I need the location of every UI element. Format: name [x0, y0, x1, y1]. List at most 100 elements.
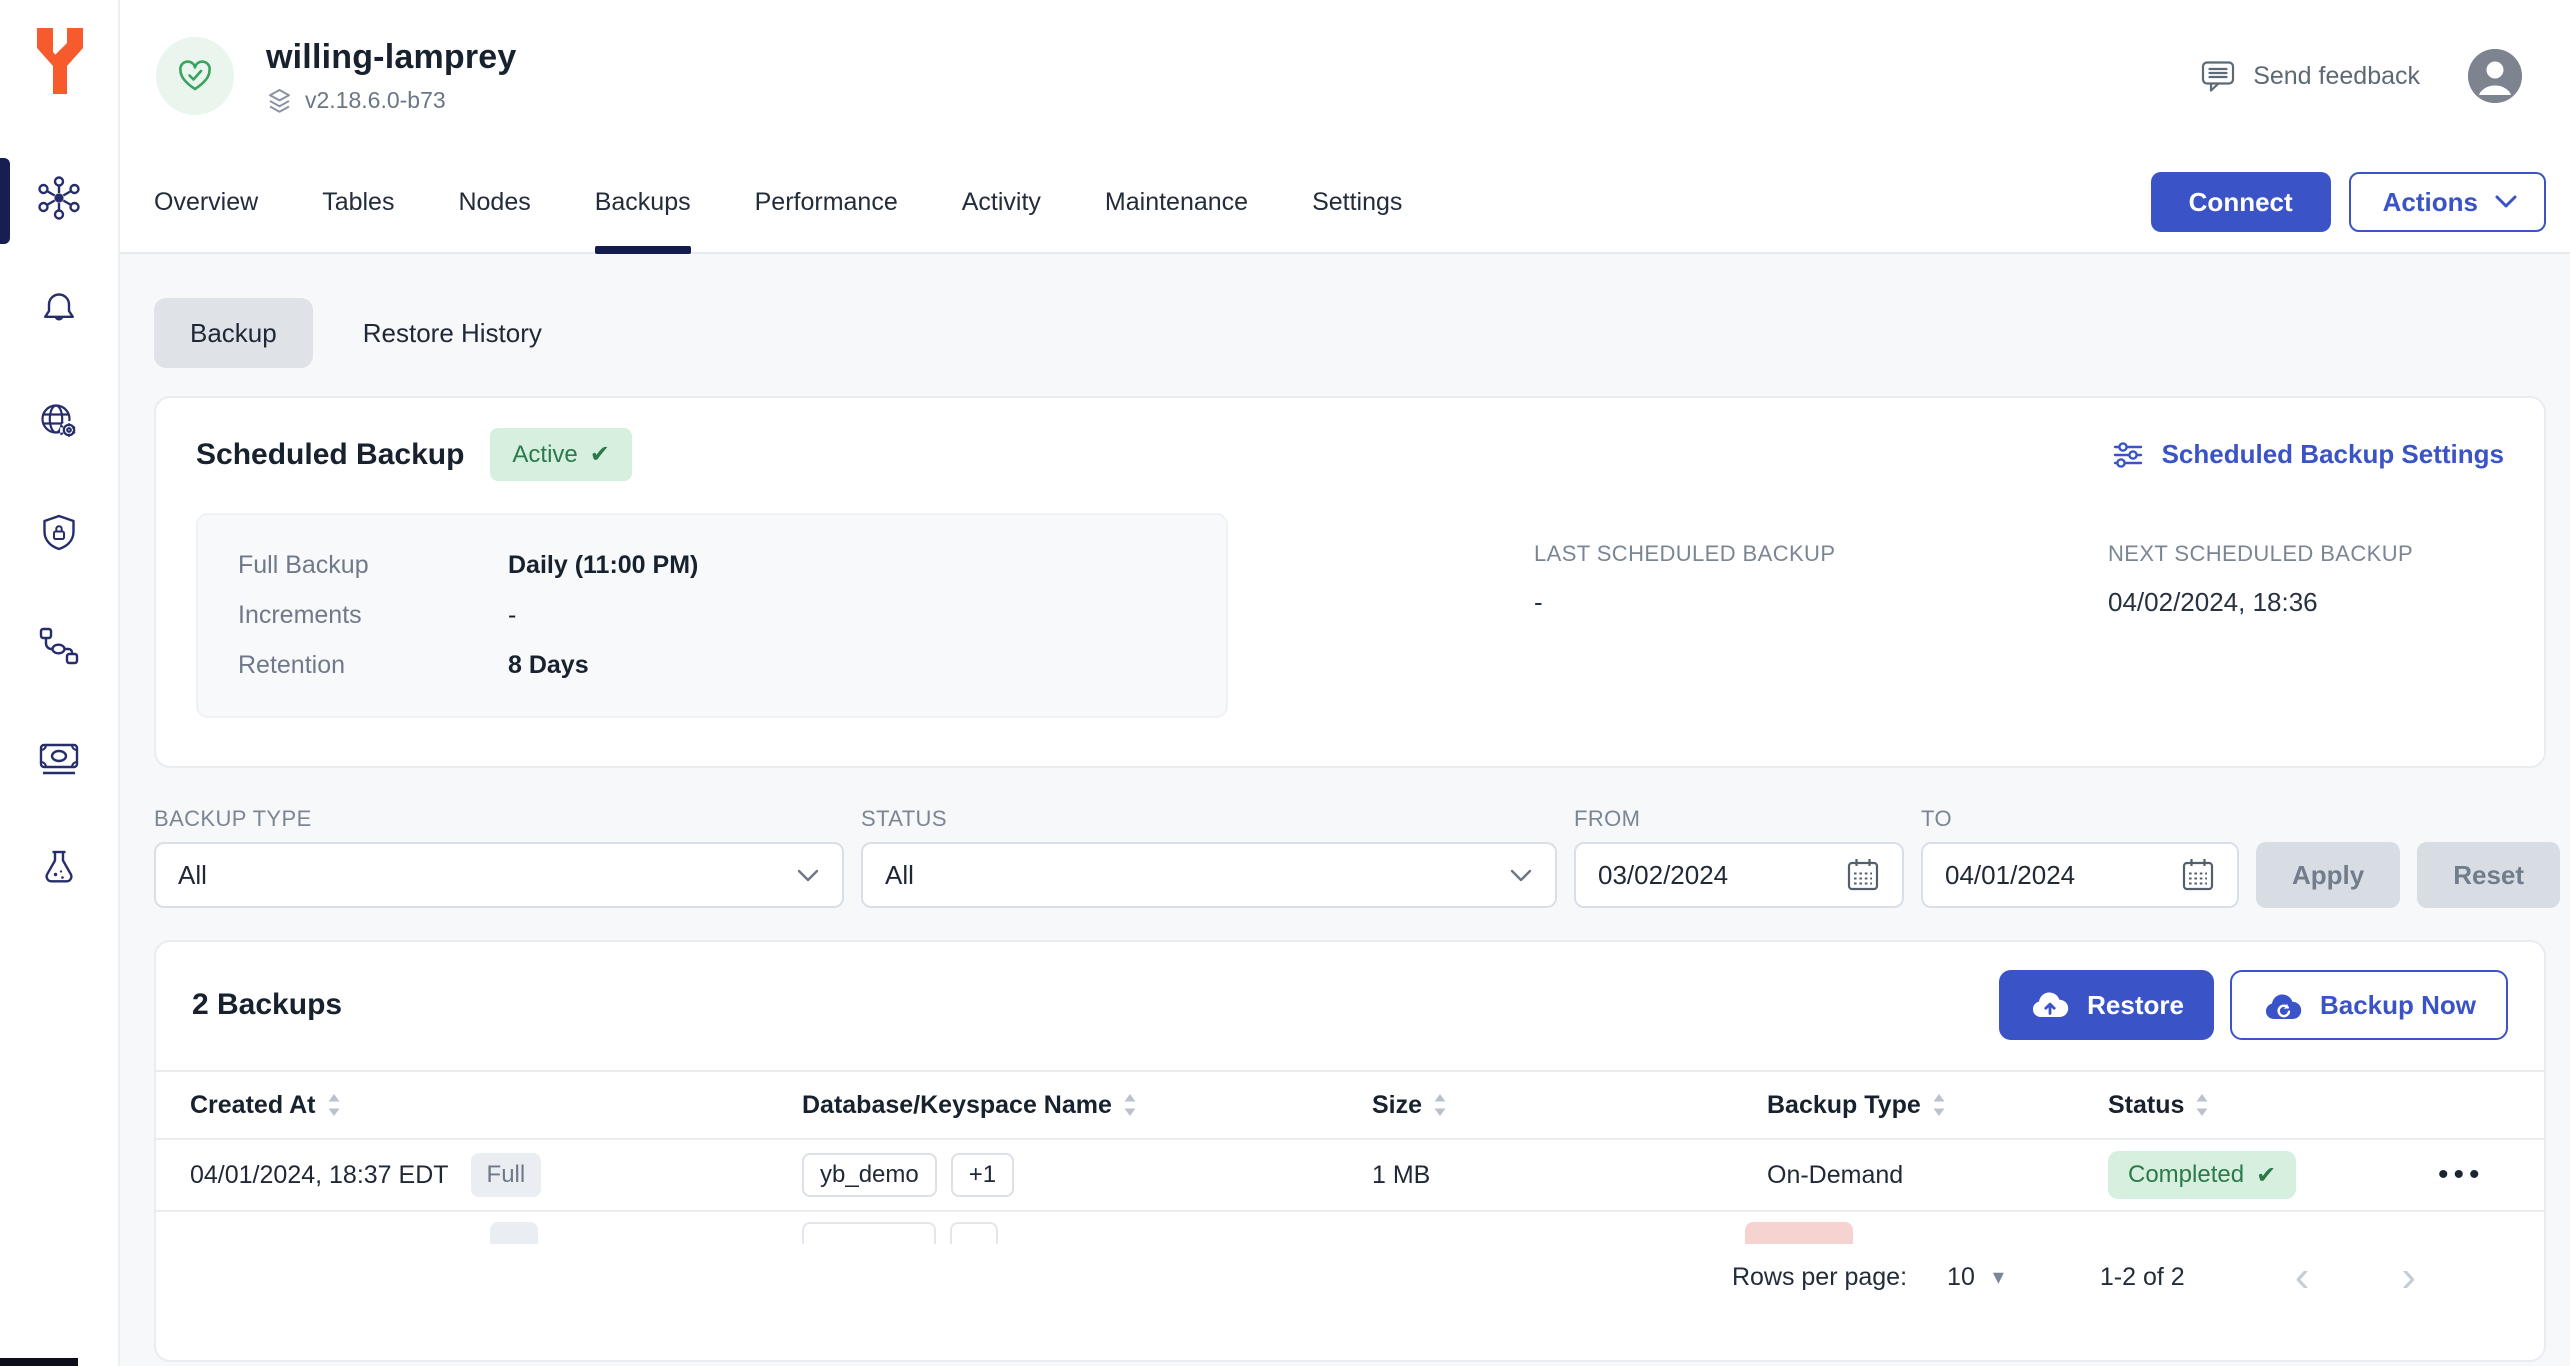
- reset-button[interactable]: Reset: [2417, 842, 2561, 908]
- next-scheduled-backup: NEXT SCHEDULED BACKUP 04/02/2024, 18:36: [2108, 541, 2570, 718]
- column-created-at[interactable]: Created At: [190, 1091, 802, 1120]
- apply-button[interactable]: Apply: [2256, 842, 2401, 908]
- tab-backups[interactable]: Backups: [594, 152, 691, 254]
- user-avatar[interactable]: [2468, 49, 2522, 103]
- table-row[interactable]: 04/01/2024, 18:37 EDT Full yb_demo +1 1 …: [156, 1140, 2544, 1212]
- restore-button[interactable]: Restore: [1999, 970, 2214, 1040]
- integrations-flow-icon: [39, 627, 79, 665]
- sort-icon: [328, 1094, 339, 1116]
- status-select[interactable]: All: [861, 842, 1557, 908]
- sidebar-item-clusters[interactable]: [0, 142, 118, 254]
- full-backup-label: Full Backup: [238, 551, 369, 579]
- pagination-range: 1-2 of 2: [2099, 1262, 2185, 1291]
- sidebar-item-labs[interactable]: [0, 814, 118, 926]
- next-scheduled-value: 04/02/2024, 18:36: [2108, 587, 2318, 617]
- previous-page-button[interactable]: ‹: [2294, 1252, 2310, 1301]
- tab-overview[interactable]: Overview: [154, 187, 259, 216]
- yugabyte-logo[interactable]: [0, 0, 120, 96]
- column-backup-type-label: Backup Type: [1767, 1090, 1921, 1119]
- actions-button[interactable]: Actions: [2348, 172, 2546, 232]
- sidebar-item-alerts[interactable]: [0, 254, 118, 366]
- last-scheduled-label: LAST SCHEDULED BACKUP: [1534, 541, 1836, 566]
- alerts-bell-icon: [44, 293, 74, 321]
- bottom-edge-strip: [0, 1358, 78, 1366]
- status-badge: Completed ✔: [2108, 1151, 2297, 1199]
- connect-button[interactable]: Connect: [2150, 172, 2331, 232]
- subtab-restore-history[interactable]: Restore History: [362, 317, 542, 348]
- next-page-button[interactable]: ›: [2401, 1252, 2416, 1301]
- check-icon: ✔: [2256, 1161, 2277, 1189]
- to-date-input[interactable]: 04/01/2024: [1921, 842, 2239, 908]
- column-backup-type[interactable]: Backup Type: [1767, 1091, 2108, 1120]
- card-bottom-padding: [156, 1310, 2544, 1360]
- backup-now-button[interactable]: Backup Now: [2229, 970, 2508, 1040]
- column-size-label: Size: [1372, 1090, 1423, 1119]
- sidebar-item-network[interactable]: [0, 366, 118, 478]
- tab-actions: Connect Actions: [2150, 172, 2546, 232]
- sidebar-item-integrations[interactable]: [0, 590, 118, 702]
- retention-value: 8 Days: [508, 651, 589, 679]
- tab-tables[interactable]: Tables: [322, 187, 395, 216]
- column-keyspace[interactable]: Database/Keyspace Name: [802, 1091, 1372, 1120]
- scheduled-backup-settings-link[interactable]: Scheduled Backup Settings: [2112, 439, 2504, 471]
- retention-label: Retention: [238, 651, 346, 679]
- policy-row-increments: Increments -: [238, 601, 1186, 630]
- tab-performance[interactable]: Performance: [754, 187, 898, 216]
- layers-icon: [269, 88, 290, 113]
- heart-check-icon: [179, 60, 211, 91]
- tab-nodes[interactable]: Nodes: [458, 187, 531, 216]
- filter-backup-type: BACKUP TYPE All: [154, 806, 844, 908]
- rows-per-page-value[interactable]: 10: [1947, 1262, 1975, 1291]
- backups-list-header: 2 Backups Restore: [156, 942, 2544, 1070]
- policy-row-full-backup: Full Backup Daily (11:00 PM): [238, 551, 1186, 580]
- status-label: STATUS: [861, 806, 947, 831]
- rows-per-page-caret-icon[interactable]: ▾: [1992, 1264, 2004, 1289]
- tab-settings[interactable]: Settings: [1312, 187, 1403, 216]
- column-created-at-label: Created At: [190, 1090, 316, 1119]
- status-label: Completed: [2128, 1161, 2245, 1188]
- keyspace-chip[interactable]: yb_demo: [802, 1153, 937, 1197]
- cell-created-at: 04/01/2024, 18:37 EDT Full: [190, 1153, 802, 1197]
- cluster-tabbar: Overview Tables Nodes Backups Performanc…: [120, 152, 2570, 254]
- schedule-info-columns: LAST SCHEDULED BACKUP - NEXT SCHEDULED B…: [1534, 513, 2570, 718]
- backup-type-label: BACKUP TYPE: [154, 806, 312, 831]
- chevron-down-icon: [1510, 869, 1532, 881]
- scheduled-backup-status-badge: Active ✔: [490, 428, 632, 481]
- backups-table-header: Created At Database/Keyspace Name Size B…: [156, 1070, 2544, 1140]
- row-actions-menu-button[interactable]: •••: [2438, 1158, 2485, 1191]
- tab-maintenance[interactable]: Maintenance: [1104, 187, 1249, 216]
- from-date-input[interactable]: 03/02/2024: [1574, 842, 1904, 908]
- scheduled-backup-body: Full Backup Daily (11:00 PM) Increments …: [196, 513, 2504, 718]
- sidebar-item-billing[interactable]: [0, 702, 118, 814]
- backup-type-value: All: [178, 859, 207, 890]
- created-at-value: 04/01/2024, 18:37 EDT: [190, 1160, 449, 1189]
- cluster-health-badge: [156, 37, 234, 115]
- subtab-backup[interactable]: Backup: [154, 298, 313, 368]
- billing-money-icon: [39, 743, 79, 775]
- scheduled-backup-title: Scheduled Backup: [196, 437, 465, 471]
- view-toggle: Backup Restore History: [154, 298, 2546, 368]
- tab-activity[interactable]: Activity: [961, 187, 1041, 216]
- backups-count-title: 2 Backups: [192, 988, 343, 1021]
- column-status[interactable]: Status: [2108, 1091, 2438, 1120]
- actions-label: Actions: [2382, 186, 2478, 217]
- more-keyspaces-chip[interactable]: +1: [950, 1153, 1015, 1197]
- table-pagination: Rows per page: 10 ▾ 1-2 of 2 ‹ ›: [156, 1244, 2544, 1310]
- tabs: Overview Tables Nodes Backups Performanc…: [154, 152, 1403, 254]
- column-size[interactable]: Size: [1372, 1091, 1767, 1120]
- rows-per-page-label: Rows per page:: [1731, 1262, 1908, 1291]
- column-status-label: Status: [2108, 1090, 2185, 1119]
- main-area: willing-lamprey v2.18.6.0-b73: [120, 0, 2570, 1366]
- sort-icon: [1933, 1094, 1945, 1116]
- backup-type-select[interactable]: All: [154, 842, 844, 908]
- cell-size: 1 MB: [1372, 1160, 1431, 1189]
- header-right: Send feedback: [2200, 49, 2522, 103]
- sidebar-item-security[interactable]: [0, 478, 118, 590]
- cluster-hub-icon: [38, 176, 80, 220]
- scheduled-backup-card: Scheduled Backup Active ✔ Scheduled Back…: [154, 396, 2546, 768]
- from-label: FROM: [1574, 806, 1641, 831]
- cell-keyspaces: yb_demo +1: [802, 1153, 1372, 1197]
- send-feedback-button[interactable]: Send feedback: [2200, 59, 2420, 94]
- labs-flask-icon: [45, 850, 73, 883]
- chevron-down-icon: [2495, 195, 2517, 208]
